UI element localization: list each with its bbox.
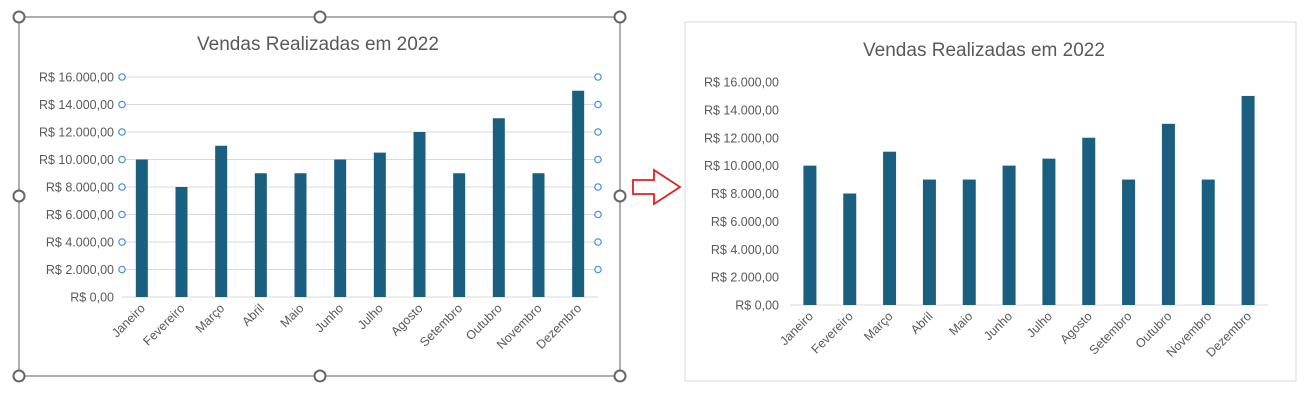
bar-março[interactable] bbox=[215, 145, 228, 297]
bar-janeiro[interactable] bbox=[135, 159, 148, 298]
resize-handle[interactable] bbox=[613, 369, 627, 383]
bar-setembro[interactable] bbox=[1122, 179, 1136, 305]
bar-junho[interactable] bbox=[334, 159, 347, 298]
bar-fevereiro[interactable] bbox=[843, 193, 857, 306]
bar-maio[interactable] bbox=[294, 173, 307, 297]
bar-novembro[interactable] bbox=[532, 173, 545, 297]
bar-novembro[interactable] bbox=[1201, 179, 1215, 305]
resize-handle[interactable] bbox=[12, 369, 26, 383]
bar-dezembro[interactable] bbox=[1241, 95, 1255, 305]
bar-agosto[interactable] bbox=[413, 132, 426, 297]
gridline-handle[interactable] bbox=[118, 100, 126, 109]
gridline-handle[interactable] bbox=[594, 128, 602, 136]
bar-junho[interactable] bbox=[1002, 165, 1016, 305]
bar-abril[interactable] bbox=[922, 179, 936, 305]
gridline-handle[interactable] bbox=[594, 183, 602, 191]
gridline-handle[interactable] bbox=[594, 265, 602, 274]
y-tick-label: R$ 6.000,00 bbox=[711, 215, 779, 229]
resize-handle[interactable] bbox=[613, 10, 627, 24]
y-tick-label: R$ 10.000,00 bbox=[704, 159, 779, 173]
bar-julho[interactable] bbox=[1042, 158, 1056, 305]
chart-unselected[interactable]: Vendas Realizadas em 2022 R$ 0,00 R$ 2.00… bbox=[684, 21, 1297, 382]
chart-area[interactable] bbox=[684, 21, 1297, 382]
y-tick-label: R$ 4.000,00 bbox=[46, 236, 114, 250]
y-tick-label: R$ 2.000,00 bbox=[46, 263, 114, 277]
gridline-handle[interactable] bbox=[594, 100, 602, 109]
chart-selected[interactable]: Vendas Realizadas em 2022 R$ 0,00 R$ 2.00… bbox=[12, 10, 627, 383]
bar-março[interactable] bbox=[883, 151, 897, 305]
bar-janeiro[interactable] bbox=[803, 165, 817, 305]
y-tick-label: R$ 4.000,00 bbox=[711, 243, 779, 257]
y-tick-label: R$ 6.000,00 bbox=[46, 208, 114, 222]
gridline-handle[interactable] bbox=[118, 155, 126, 164]
y-tick-label: R$ 16.000,00 bbox=[704, 76, 779, 90]
bar-maio[interactable] bbox=[962, 179, 976, 305]
y-tick-label: R$ 14.000,00 bbox=[39, 98, 114, 112]
bar-outubro[interactable] bbox=[492, 118, 505, 297]
right-arrow-icon bbox=[632, 168, 682, 206]
y-tick-label: R$ 12.000,00 bbox=[704, 131, 779, 145]
gridline-handle[interactable] bbox=[594, 73, 602, 81]
y-tick-label: R$ 12.000,00 bbox=[39, 126, 114, 140]
bar-dezembro[interactable] bbox=[572, 90, 585, 297]
bar-fevereiro[interactable] bbox=[175, 187, 188, 297]
chart-title: Vendas Realizadas em 2022 bbox=[863, 40, 1105, 61]
gridline-handle[interactable] bbox=[118, 210, 126, 219]
gridline-handle[interactable] bbox=[594, 238, 602, 246]
gridline-handle[interactable] bbox=[118, 238, 126, 246]
gridline-handle[interactable] bbox=[118, 73, 126, 81]
gridline-handle[interactable] bbox=[118, 265, 126, 274]
gridline-handle[interactable] bbox=[118, 183, 126, 191]
y-tick-label: R$ 14.000,00 bbox=[704, 103, 779, 117]
bar-outubro[interactable] bbox=[1161, 123, 1175, 305]
gridline-handle[interactable] bbox=[594, 155, 602, 164]
y-tick-label: R$ 8.000,00 bbox=[711, 187, 779, 201]
resize-handle[interactable] bbox=[12, 10, 26, 24]
gridline-handle[interactable] bbox=[594, 210, 602, 219]
bar-agosto[interactable] bbox=[1082, 137, 1096, 305]
y-tick-label: R$ 0,00 bbox=[735, 299, 779, 313]
resize-handle[interactable] bbox=[12, 189, 26, 203]
resize-handle[interactable] bbox=[313, 10, 327, 24]
bar-abril[interactable] bbox=[254, 173, 267, 297]
resize-handle[interactable] bbox=[313, 369, 327, 383]
resize-handle[interactable] bbox=[613, 189, 627, 203]
bar-setembro[interactable] bbox=[453, 173, 466, 297]
y-tick-label: R$ 2.000,00 bbox=[711, 271, 779, 285]
y-tick-label: R$ 10.000,00 bbox=[39, 153, 114, 167]
y-tick-label: R$ 8.000,00 bbox=[46, 181, 114, 195]
bar-julho[interactable] bbox=[373, 152, 386, 297]
chart-title: Vendas Realizadas em 2022 bbox=[197, 34, 439, 55]
gridline-handle[interactable] bbox=[118, 128, 126, 136]
y-tick-label: R$ 16.000,00 bbox=[39, 71, 114, 85]
y-tick-label: R$ 0,00 bbox=[70, 291, 114, 305]
